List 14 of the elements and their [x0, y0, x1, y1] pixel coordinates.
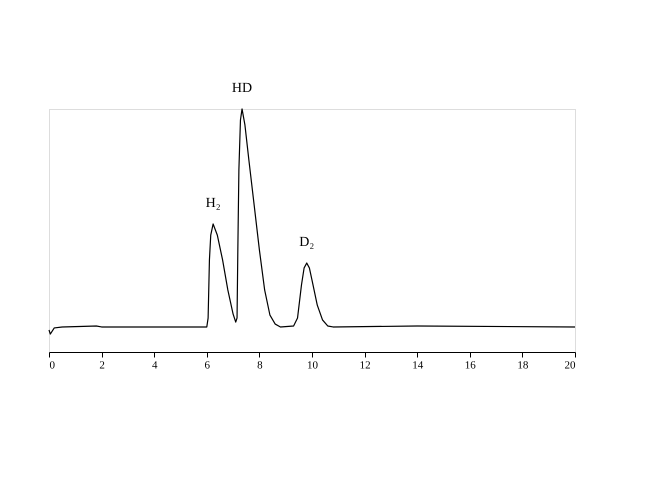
annotation: H₂ — [206, 196, 221, 211]
annotation: D₂ — [299, 235, 314, 250]
x-tick-label: 0 — [50, 360, 56, 372]
x-tick-label: 16 — [464, 360, 476, 372]
x-tick-label: 18 — [517, 360, 529, 372]
x-tick-label: 2 — [99, 360, 105, 372]
x-tick-label: 10 — [307, 360, 318, 372]
x-tick-label: 8 — [257, 360, 264, 372]
x-tick-label: 20 — [564, 360, 576, 372]
x-tick-label: 14 — [412, 360, 424, 372]
x-tick-label: 12 — [360, 360, 371, 372]
x-tick-label: 4 — [152, 360, 158, 372]
annotation: HD — [232, 81, 252, 96]
x-tick-label: 6 — [204, 360, 211, 372]
